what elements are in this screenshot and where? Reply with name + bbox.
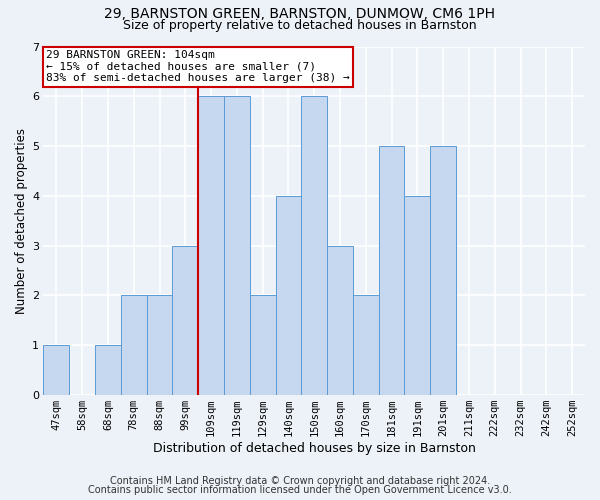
Bar [121,296,146,395]
Bar [224,96,250,395]
Y-axis label: Number of detached properties: Number of detached properties [15,128,28,314]
Text: 29, BARNSTON GREEN, BARNSTON, DUNMOW, CM6 1PH: 29, BARNSTON GREEN, BARNSTON, DUNMOW, CM… [104,8,496,22]
Text: 29 BARNSTON GREEN: 104sqm
← 15% of detached houses are smaller (7)
83% of semi-d: 29 BARNSTON GREEN: 104sqm ← 15% of detac… [46,50,350,83]
Bar [379,146,404,395]
Bar [172,246,198,395]
Bar [301,96,327,395]
Text: Size of property relative to detached houses in Barnston: Size of property relative to detached ho… [123,19,477,32]
Bar [353,296,379,395]
Text: Contains HM Land Registry data © Crown copyright and database right 2024.: Contains HM Land Registry data © Crown c… [110,476,490,486]
Bar [146,296,172,395]
Bar [327,246,353,395]
Bar [404,196,430,395]
Bar [250,296,275,395]
Text: Contains public sector information licensed under the Open Government Licence v3: Contains public sector information licen… [88,485,512,495]
Bar [430,146,456,395]
Bar [95,345,121,395]
X-axis label: Distribution of detached houses by size in Barnston: Distribution of detached houses by size … [153,442,476,455]
Bar [275,196,301,395]
Bar [198,96,224,395]
Bar [43,345,69,395]
